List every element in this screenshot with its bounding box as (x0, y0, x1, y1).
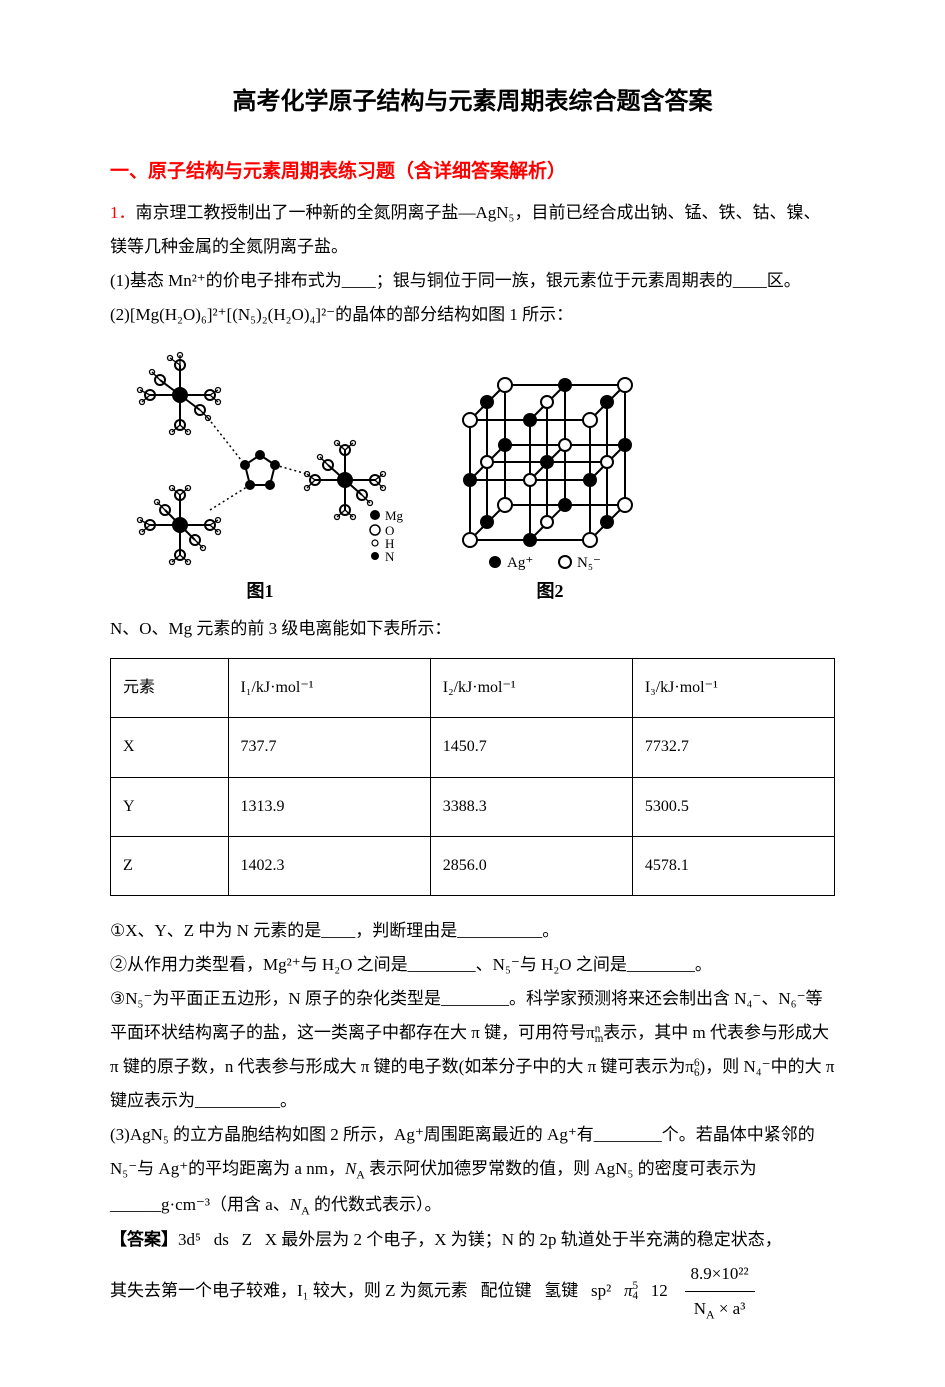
answer-2: ds (214, 1230, 229, 1249)
question-1-part1: (1)基态 Mn²⁺的价电子排布式为____；银与铜位于同一族，银元素位于元素周… (110, 264, 835, 298)
na-sub: A (356, 1168, 365, 1182)
table-cell: 3388.3 (430, 777, 632, 836)
table-cell: 7732.7 (632, 718, 834, 777)
section-header: 一、原子结构与元素周期表练习题（含详细答案解析） (110, 154, 835, 190)
answer-3: Z (242, 1230, 252, 1249)
table-row: 元素 I₁/kJ·mol⁻¹ I₂/kJ·mol⁻¹ I₃/kJ·mol⁻¹ (111, 658, 835, 717)
answer-5: 其失去第一个电子较难，I₁ 较大，则 Z 为氮元素 (110, 1281, 468, 1300)
answer-8: sp² (591, 1281, 611, 1300)
pi-66-symbol: π66 (685, 1057, 699, 1076)
table-cell: Z (111, 837, 229, 896)
question-number: 1． (110, 203, 136, 222)
figure-1-svg: Mg O H N (110, 340, 410, 570)
fig1-legend-mg: Mg (385, 508, 404, 523)
q3-text-e: 的代数式表示）。 (310, 1195, 442, 1214)
question-3: (3)AgN₅ 的立方晶胞结构如图 2 所示，Ag⁺周围距离最近的 Ag⁺有__… (110, 1118, 835, 1222)
sub-q1: ①X、Y、Z 中为 N 元素的是____，判断理由是__________。 (110, 914, 835, 948)
table-cell: 2856.0 (430, 837, 632, 896)
table-intro: N、O、Mg 元素的前 3 级电离能如下表所示： (110, 612, 835, 646)
na-symbol: N (345, 1159, 356, 1178)
answer-10: 12 (651, 1281, 668, 1300)
answer-label: 【答案】 (110, 1230, 178, 1249)
answer-block-line2: 其失去第一个电子较难，I₁ 较大，则 Z 为氮元素 配位键 氢键 sp² π54… (110, 1257, 835, 1327)
na-sub-2: A (301, 1203, 310, 1217)
table-row: Z 1402.3 2856.0 4578.1 (111, 837, 835, 896)
fig2-legend-n5: N₅⁻ (577, 555, 601, 570)
answer-4: X 最外层为 2 个电子，X 为镁；N 的 2p 轨道处于半充满的稳定状态， (265, 1230, 782, 1249)
page-title: 高考化学原子结构与元素周期表综合题含答案 (110, 80, 835, 126)
density-fraction: 8.9×10²²NA × a³ (685, 1257, 755, 1327)
answer-block: 【答案】3d⁵ ds Z X 最外层为 2 个电子，X 为镁；N 的 2p 轨道… (110, 1223, 835, 1257)
question-1-part2: (2)[Mg(H₂O)₆]²⁺[(N₅)₂(H₂O)₄]²⁻的晶体的部分结构如图… (110, 298, 835, 332)
table-cell: 5300.5 (632, 777, 834, 836)
fraction-numerator: 8.9×10²² (685, 1257, 755, 1292)
table-header: 元素 (111, 658, 229, 717)
figure-2-caption: 图2 (450, 574, 650, 608)
document-page: 高考化学原子结构与元素周期表综合题含答案 一、原子结构与元素周期表练习题（含详细… (0, 0, 945, 1387)
pi-nm-symbol: πnm (586, 1023, 603, 1042)
fig2-legend-ag: Ag⁺ (507, 555, 533, 570)
table-header: I₂/kJ·mol⁻¹ (430, 658, 632, 717)
figure-2-block: Ag⁺ N₅⁻ 图2 (450, 370, 650, 608)
table-header: I₃/kJ·mol⁻¹ (632, 658, 834, 717)
sub-q2: ②从作用力类型看，Mg²⁺与 H₂O 之间是________、N₅⁻与 H₂O … (110, 948, 835, 982)
fraction-denominator: NA × a³ (685, 1292, 755, 1327)
table-cell: 1313.9 (228, 777, 430, 836)
table-cell: 1402.3 (228, 837, 430, 896)
answer-1: 3d⁵ (178, 1230, 201, 1249)
sub-q3: ③N₅⁻为平面正五边形，N 原子的杂化类型是________。科学家预测将来还会… (110, 982, 835, 1118)
table-header: I₁/kJ·mol⁻¹ (228, 658, 430, 717)
answer-6: 配位键 (480, 1281, 531, 1300)
figure-2-svg: Ag⁺ N₅⁻ (450, 370, 650, 570)
table-row: X 737.7 1450.7 7732.7 (111, 718, 835, 777)
ionization-table: 元素 I₁/kJ·mol⁻¹ I₂/kJ·mol⁻¹ I₃/kJ·mol⁻¹ X… (110, 658, 835, 897)
fig1-legend-n: N (385, 549, 395, 564)
table-row: Y 1313.9 3388.3 5300.5 (111, 777, 835, 836)
intro-text: 南京理工教授制出了一种新的全氮阴离子盐—AgN₅，目前已经合成出钠、锰、铁、钴、… (110, 203, 820, 256)
answer-7: 氢键 (544, 1281, 578, 1300)
table-cell: 1450.7 (430, 718, 632, 777)
table-cell: 737.7 (228, 718, 430, 777)
question-1: 1．南京理工教授制出了一种新的全氮阴离子盐—AgN₅，目前已经合成出钠、锰、铁、… (110, 196, 835, 264)
table-cell: Y (111, 777, 229, 836)
pi-45-symbol: π54 (624, 1281, 638, 1300)
na-symbol-2: N (290, 1195, 301, 1214)
table-cell: X (111, 718, 229, 777)
figure-1-block: Mg O H N 图1 (110, 340, 410, 608)
figures-row: Mg O H N 图1 (110, 340, 835, 608)
table-cell: 4578.1 (632, 837, 834, 896)
figure-1-caption: 图1 (110, 574, 410, 608)
